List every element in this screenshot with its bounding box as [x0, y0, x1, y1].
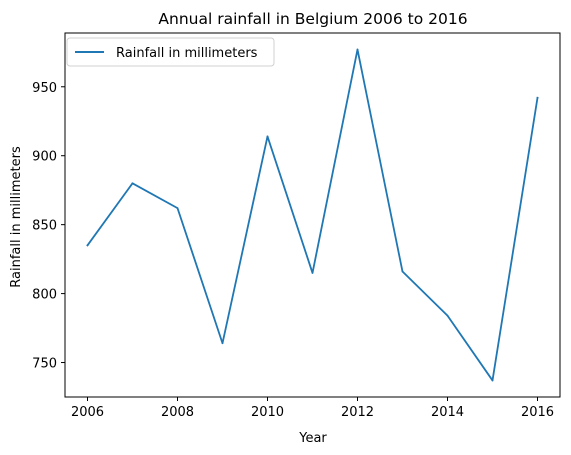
chart-title: Annual rainfall in Belgium 2006 to 2016 — [158, 10, 467, 28]
y-tick-label-3: 900 — [32, 150, 57, 165]
y-tick-label-0: 750 — [32, 357, 57, 372]
data-point-2009 — [222, 342, 224, 344]
legend-label: Rainfall in millimeters — [116, 46, 258, 61]
data-point-2015 — [492, 380, 494, 382]
data-point-2006 — [87, 244, 89, 246]
y-axis-label: Rainfall in millimeters — [9, 146, 24, 288]
data-point-2008 — [177, 207, 179, 209]
data-point-2013 — [402, 271, 404, 273]
axes: 2006 2008 2010 2012 2014 2016 750 800 850 900 950 — [32, 33, 560, 420]
series-line-0 — [88, 50, 538, 381]
data-point-2007 — [132, 182, 134, 184]
x-tick-label-1: 2008 — [161, 405, 194, 420]
x-tick-label-3: 2012 — [341, 405, 374, 420]
x-tick-label-4: 2014 — [431, 405, 464, 420]
y-tick-label-1: 800 — [32, 288, 57, 303]
data-point-2011 — [312, 272, 314, 274]
x-tick-label-5: 2016 — [521, 405, 554, 420]
x-tick-label-2: 2010 — [251, 405, 284, 420]
data-point-2014 — [447, 315, 449, 317]
legend: Rainfall in millimeters — [67, 38, 274, 66]
data-point-2012 — [357, 49, 359, 51]
series-group — [87, 49, 539, 382]
y-tick-label-4: 950 — [32, 81, 57, 96]
plot-frame — [65, 33, 560, 397]
data-point-2016 — [537, 97, 539, 99]
y-tick-label-2: 850 — [32, 219, 57, 234]
data-point-2010 — [267, 136, 269, 138]
x-axis-label: Year — [298, 431, 327, 446]
x-tick-label-0: 2006 — [71, 405, 104, 420]
